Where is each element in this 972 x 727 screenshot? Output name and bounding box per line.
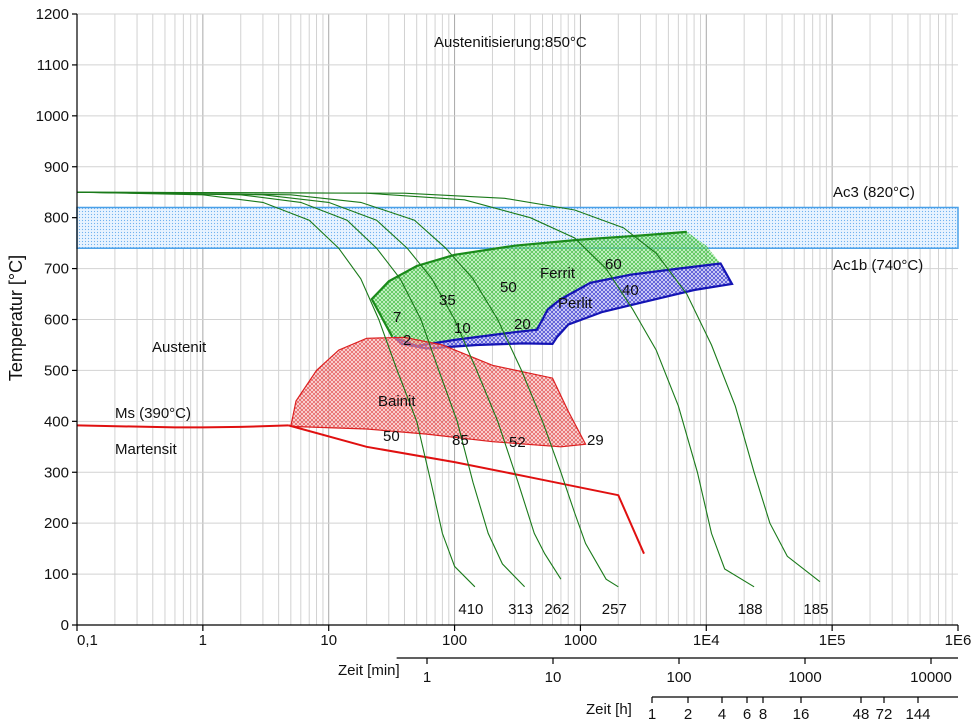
x-axis-label-min: Zeit [min]: [338, 662, 400, 679]
x-tick-label-h: 72: [876, 706, 893, 723]
y-tick-label: 0: [61, 617, 69, 634]
hardness-labels: 410 313 262 257 188 185: [458, 601, 828, 618]
cooling-curve: [76, 191, 821, 583]
martensite-boundary-line: [288, 424, 645, 555]
x-tick-label-min: 1000: [788, 669, 821, 686]
perlit-number: 2: [403, 332, 411, 349]
cooling-curve: [76, 191, 755, 588]
hardness-value: 262: [544, 601, 569, 618]
bainit-region: [290, 336, 587, 448]
band-label-ac1b: Ac1b (740°C): [833, 257, 923, 274]
ac-band: [76, 206, 959, 249]
grid: [76, 13, 958, 626]
perlit-number: 20: [514, 316, 531, 333]
x-tick-label-h: 2: [684, 706, 692, 723]
chart-title: Austenitisierung:850°C: [434, 34, 587, 51]
x-tick-label-min: 10: [545, 669, 562, 686]
region-label-ms: Ms (390°C): [115, 405, 191, 422]
cooling-curves: [76, 191, 821, 588]
band-label-ac3: Ac3 (820°C): [833, 184, 915, 201]
x-tick-label-min: 10000: [910, 669, 952, 686]
x-tick-label: 1000: [564, 632, 597, 649]
region-label-ferrit: Ferrit: [540, 265, 576, 282]
region-label-martensit: Martensit: [115, 441, 178, 458]
y-tick-label: 300: [44, 464, 69, 481]
y-tick-label: 600: [44, 312, 69, 329]
ferrit-number: 35: [439, 292, 456, 309]
y-tick-label: 1200: [36, 6, 69, 23]
x-tick-label-min: 100: [666, 669, 691, 686]
y-tick-label: 200: [44, 515, 69, 532]
x-tick-label-min: 1: [423, 669, 431, 686]
x-tick-label-h: 8: [759, 706, 767, 723]
x-axis-label-h: Zeit [h]: [586, 701, 632, 718]
hardness-value: 188: [738, 601, 763, 618]
y-tick-label: 100: [44, 566, 69, 583]
x-tick-label-h: 6: [743, 706, 751, 723]
bainit-number: 52: [509, 434, 526, 451]
hardness-value: 410: [458, 601, 483, 618]
region-label-perlit: Perlit: [558, 295, 593, 312]
x-tick-label: 1: [199, 632, 207, 649]
x-tick-label: 1E6: [945, 632, 972, 649]
bainit-number: 85: [452, 432, 469, 449]
ferrit-boundary-line: [370, 230, 687, 338]
x-tick-label: 1E4: [693, 632, 720, 649]
ms-line: [76, 424, 289, 429]
y-tick-label: 700: [44, 261, 69, 278]
hardness-value: 313: [508, 601, 533, 618]
x-tick-label: 0,1: [77, 632, 98, 649]
y-tick-label: 900: [44, 159, 69, 176]
region-label-bainit: Bainit: [378, 393, 416, 410]
hardness-value: 257: [602, 601, 627, 618]
region-label-austenit: Austenit: [152, 339, 207, 356]
x-tick-label-h: 144: [905, 706, 930, 723]
y-tick-label: 400: [44, 413, 69, 430]
ferrit-number: 60: [605, 256, 622, 273]
ferrit-number: 7: [393, 309, 401, 326]
x-tick-label-h: 4: [718, 706, 726, 723]
y-tick-label: 1000: [36, 108, 69, 125]
perlit-number: 40: [622, 282, 639, 299]
x-tick-label: 10: [320, 632, 337, 649]
x-tick-label-h: 1: [648, 706, 656, 723]
x-tick-label: 1E5: [819, 632, 846, 649]
y-tick-label: 1100: [37, 57, 69, 74]
bainit-number: 29: [587, 432, 604, 449]
y-tick-label: 800: [44, 210, 69, 227]
bainit-number: 50: [383, 428, 400, 445]
perlit-number: 10: [454, 320, 471, 337]
x-tick-label-h: 48: [853, 706, 870, 723]
hardness-value: 185: [803, 601, 828, 618]
ferrit-region: [371, 231, 721, 346]
x-tick-label-h: 16: [793, 706, 810, 723]
cooling-curve: [76, 191, 619, 588]
y-tick-label: 500: [44, 362, 69, 379]
cooling-curve: [76, 191, 525, 588]
ferrit-number: 50: [500, 279, 517, 296]
x-tick-label: 100: [442, 632, 467, 649]
y-axis-label: Temperatur [°C]: [6, 255, 26, 381]
cooling-curve: [76, 191, 476, 588]
cooling-curve: [76, 191, 562, 580]
